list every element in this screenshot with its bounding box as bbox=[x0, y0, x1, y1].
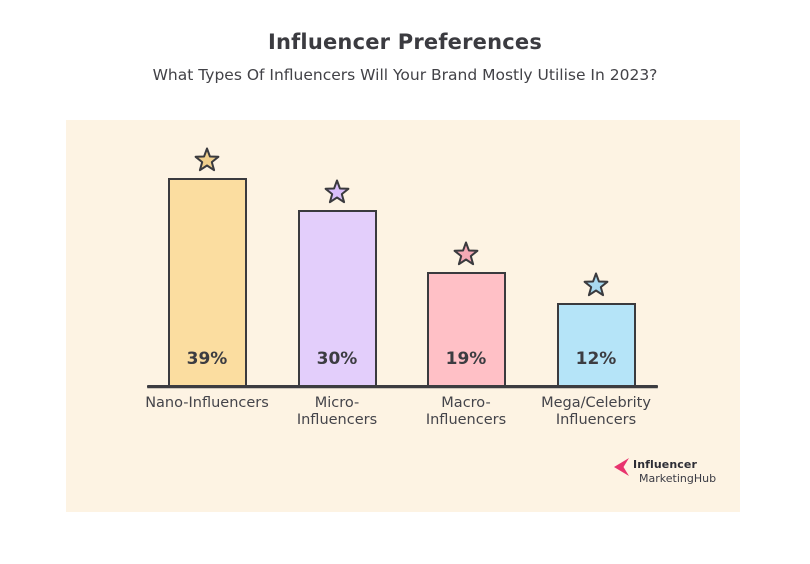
bar-value-label: 30% bbox=[316, 349, 358, 369]
bar-mega-celebrity-influencers bbox=[556, 303, 636, 385]
category-label: Mega/Celebrity Influencers bbox=[541, 395, 651, 428]
logo-line1: Influencer bbox=[633, 458, 698, 471]
category-label: Micro- Influencers bbox=[296, 395, 378, 428]
chart-panel: 39% Nano-Influencers 30% Micro- Influencers 1… bbox=[66, 120, 740, 512]
star-icon bbox=[583, 272, 609, 297]
logo-arrow-icon bbox=[614, 458, 629, 476]
bar-macro-influencers bbox=[426, 272, 506, 385]
chart-title: Influencer Preferences bbox=[267, 30, 543, 54]
logo-line2: MarketingHub bbox=[639, 471, 717, 485]
star-icon bbox=[194, 147, 220, 172]
star-icon bbox=[453, 241, 479, 266]
bar-value-label: 12% bbox=[575, 349, 617, 369]
influencer-marketinghub-logo: Influencer MarketingHub bbox=[614, 458, 716, 486]
category-label: Nano-Influencers bbox=[145, 395, 269, 411]
category-label: Macro- Influencers bbox=[425, 395, 507, 428]
bar-value-label: 19% bbox=[445, 349, 487, 369]
x-axis-line bbox=[147, 385, 658, 388]
logo-text: Influencer MarketingHub bbox=[633, 458, 716, 486]
bar-micro-influencers bbox=[297, 210, 377, 385]
star-icon bbox=[324, 179, 350, 204]
bar-value-label: 39% bbox=[186, 349, 228, 369]
bar-nano-influencers bbox=[167, 178, 247, 385]
chart-subtitle: What Types Of Influencers Will Your Bran… bbox=[152, 66, 658, 84]
